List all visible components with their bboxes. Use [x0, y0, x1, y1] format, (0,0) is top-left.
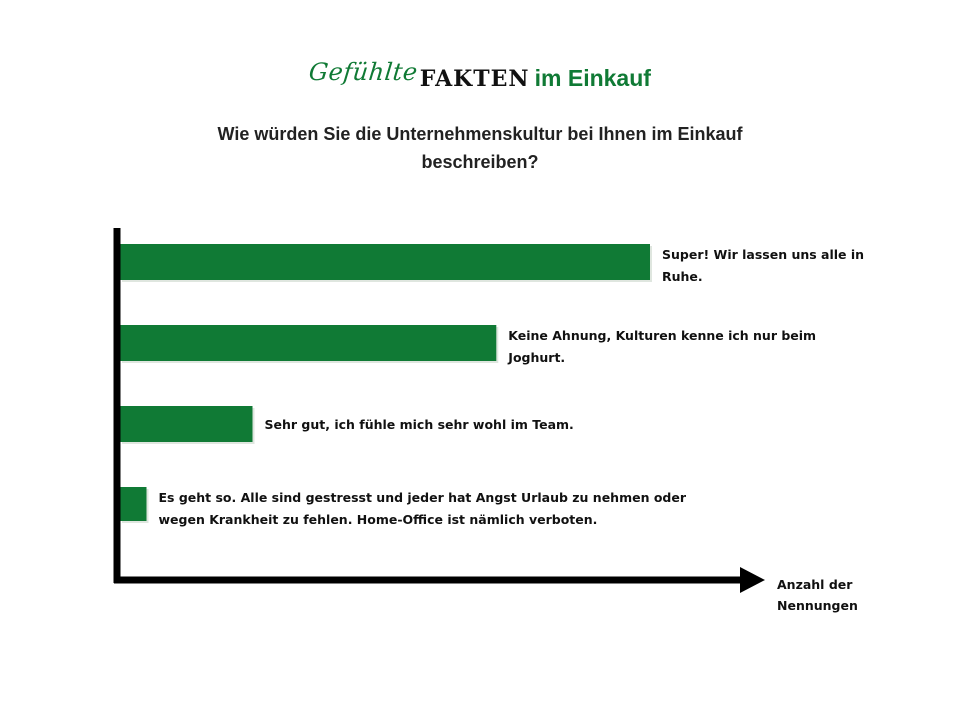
bar-label-line: wegen Krankheit zu fehlen. Home-Office i… [159, 512, 598, 527]
brand-word-fakten: FAKTEN [419, 66, 530, 92]
bar [120, 406, 253, 442]
x-axis-label-line: Anzahl der [777, 577, 853, 592]
bar [120, 325, 497, 361]
bar-label: Keine Ahnung, Kulturen kenne ich nur bei… [507, 328, 816, 365]
chart-question-title: Wie würden Sie die Unternehmenskultur be… [217, 124, 743, 172]
bar-label: Sehr gut, ich fühle mich sehr wohl im Te… [265, 417, 574, 432]
bar-label-line: Sehr gut, ich fühle mich sehr wohl im Te… [265, 417, 574, 432]
bar-label-line: Keine Ahnung, Kulturen kenne ich nur bei… [508, 328, 816, 343]
bar [120, 244, 650, 280]
bar-label-line: Super! Wir lassen uns alle in [662, 247, 864, 262]
bar-label-line: Joghurt. [507, 350, 565, 365]
brand-word-im-einkauf: im Einkauf [534, 65, 651, 91]
x-axis-label-line: Nennungen [777, 598, 858, 613]
bar-label-line: Es geht so. Alle sind gestresst und jede… [159, 490, 687, 505]
bar [120, 487, 147, 521]
brand-title: GefühlteFAKTEN im Einkauf [0, 58, 960, 92]
bar-label: Super! Wir lassen uns alle in Ruhe. [662, 247, 864, 284]
x-axis-label: Anzahl der Nennungen [777, 577, 858, 613]
bar-label: Es geht so. Alle sind gestresst und jede… [159, 490, 687, 527]
x-axis-arrow-icon [740, 567, 765, 593]
bar-label-line: Ruhe. [662, 269, 703, 284]
